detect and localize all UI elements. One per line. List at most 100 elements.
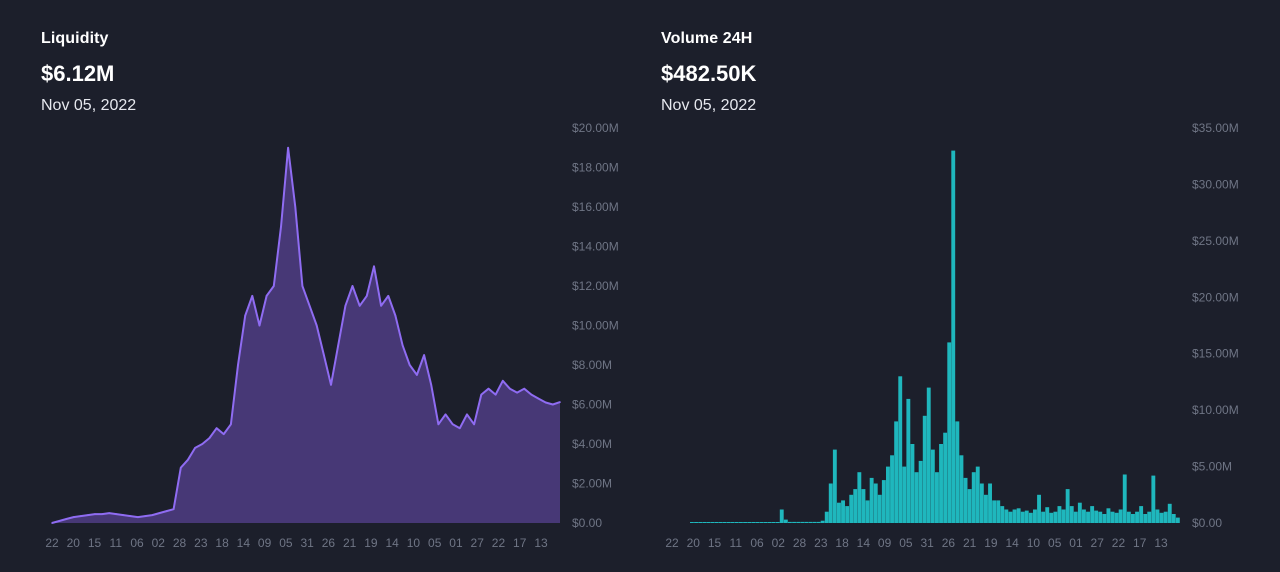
volume-y-tick-label: $5.00M (1192, 460, 1232, 474)
volume-y-tick-label: $0.00 (1192, 516, 1222, 530)
volume-x-tick-label: 28 (793, 536, 807, 550)
volume-x-tick-label: 31 (920, 536, 934, 550)
volume-bar (963, 477, 968, 523)
liquidity-y-tick-label: $8.00M (572, 358, 612, 372)
liquidity-x-tick-label: 19 (364, 536, 378, 550)
liquidity-x-tick-label: 15 (88, 536, 102, 550)
volume-chart[interactable]: $0.00 $5.00M $10.00M $15.00M $20.00M $25.00M $… (620, 0, 1240, 572)
liquidity-data-point (366, 295, 368, 297)
liquidity-data-point (165, 510, 168, 512)
liquidity-data-point (444, 413, 447, 416)
liquidity-x-tick-label: 06 (130, 536, 144, 550)
volume-bar (1143, 514, 1148, 523)
volume-bar (1122, 474, 1127, 523)
volume-bar (792, 521, 796, 523)
liquidity-x-tick-label: 20 (67, 536, 81, 550)
volume-bar (1000, 506, 1005, 523)
volume-bar (1065, 489, 1070, 523)
liquidity-data-point (72, 516, 75, 518)
liquidity-x-tick-label: 05 (428, 536, 442, 550)
volume-x-tick-label: 14 (857, 536, 871, 550)
volume-x-tick-label: 02 (772, 536, 786, 550)
liquidity-y-tick-label: $2.00M (572, 477, 612, 491)
liquidity-area-fill (52, 147, 560, 524)
liquidity-data-point (51, 522, 53, 524)
volume-bar (1045, 507, 1050, 523)
volume-bar (1012, 509, 1017, 523)
volume-x-tick-label: 18 (835, 536, 849, 550)
volume-bar (1016, 508, 1021, 523)
liquidity-data-point (287, 147, 289, 149)
liquidity-data-point (516, 391, 518, 394)
liquidity-data-point (487, 387, 490, 390)
volume-bar (849, 494, 854, 523)
liquidity-data-point (87, 514, 89, 516)
liquidity-data-point (251, 295, 254, 297)
liquidity-data-point (373, 265, 375, 268)
liquidity-x-tick-label: 05 (279, 536, 293, 550)
volume-x-tick-label: 19 (984, 536, 998, 550)
volume-bar (898, 376, 903, 523)
volume-x-tick-label: 09 (878, 536, 892, 550)
volume-bar (890, 455, 894, 523)
liquidity-x-tick-label: 14 (385, 536, 399, 550)
liquidity-data-point (337, 344, 340, 347)
volume-bar (1041, 511, 1046, 523)
volume-bar (788, 521, 792, 523)
volume-bar (1106, 508, 1111, 523)
liquidity-data-point (380, 305, 382, 307)
liquidity-data-point (108, 512, 110, 514)
volume-bar (1147, 511, 1152, 523)
liquidity-data-point (258, 324, 261, 327)
volume-bar (1037, 494, 1041, 523)
volume-bar (1024, 510, 1029, 523)
liquidity-x-tick-label: 26 (322, 536, 336, 550)
liquidity-data-point (416, 374, 418, 376)
volume-bar (837, 502, 841, 523)
liquidity-chart[interactable]: $0.00 $2.00M $4.00M $6.00M $8.00M $10.00M $12.… (0, 0, 620, 572)
volume-y-tick-label: $10.00M (1192, 403, 1239, 417)
liquidity-x-tick-label: 10 (407, 536, 421, 550)
liquidity-data-point (466, 413, 468, 416)
volume-label: Volume 24H (661, 30, 753, 47)
volume-bar (881, 480, 886, 523)
volume-bar (1028, 512, 1033, 523)
volume-bar (694, 522, 698, 523)
liquidity-value: $6.12M (41, 61, 115, 86)
volume-x-tick-label: 17 (1133, 536, 1147, 550)
liquidity-y-tick-label: $14.00M (572, 240, 619, 254)
volume-bar (763, 522, 768, 523)
liquidity-x-tick-label: 11 (110, 536, 123, 550)
liquidity-data-point (401, 344, 404, 347)
liquidity-data-point (222, 433, 225, 435)
volume-bar (1155, 509, 1160, 523)
volume-y-tick-label: $25.00M (1192, 234, 1239, 248)
liquidity-data-point (358, 305, 361, 307)
volume-bar (1118, 509, 1123, 523)
volume-x-tick-label: 01 (1069, 536, 1083, 550)
volume-bar (1102, 514, 1107, 523)
liquidity-data-point (330, 384, 332, 386)
liquidity-data-point (122, 514, 125, 516)
volume-bar (747, 522, 752, 523)
volume-bar (886, 466, 890, 523)
volume-bar (857, 472, 862, 523)
liquidity-y-tick-label: $0.00 (572, 516, 602, 530)
volume-x-tick-label: 20 (687, 536, 701, 550)
volume-bar (734, 522, 739, 523)
volume-x-tick-label: 11 (730, 536, 743, 550)
volume-x-tick-label: 26 (942, 536, 956, 550)
volume-bar (869, 477, 874, 523)
liquidity-data-point (215, 427, 218, 430)
volume-y-tick-label: $20.00M (1192, 290, 1239, 304)
liquidity-data-point (523, 387, 525, 390)
liquidity-y-tick-label: $20.00M (572, 121, 619, 135)
volume-bar (722, 522, 727, 523)
volume-bar (775, 522, 780, 523)
liquidity-data-point (158, 512, 161, 514)
volume-bar (706, 522, 711, 523)
liquidity-x-tick-label: 09 (258, 536, 272, 550)
liquidity-data-point (301, 285, 304, 287)
volume-bar (914, 472, 919, 523)
liquidity-x-tick-label: 14 (237, 536, 251, 550)
